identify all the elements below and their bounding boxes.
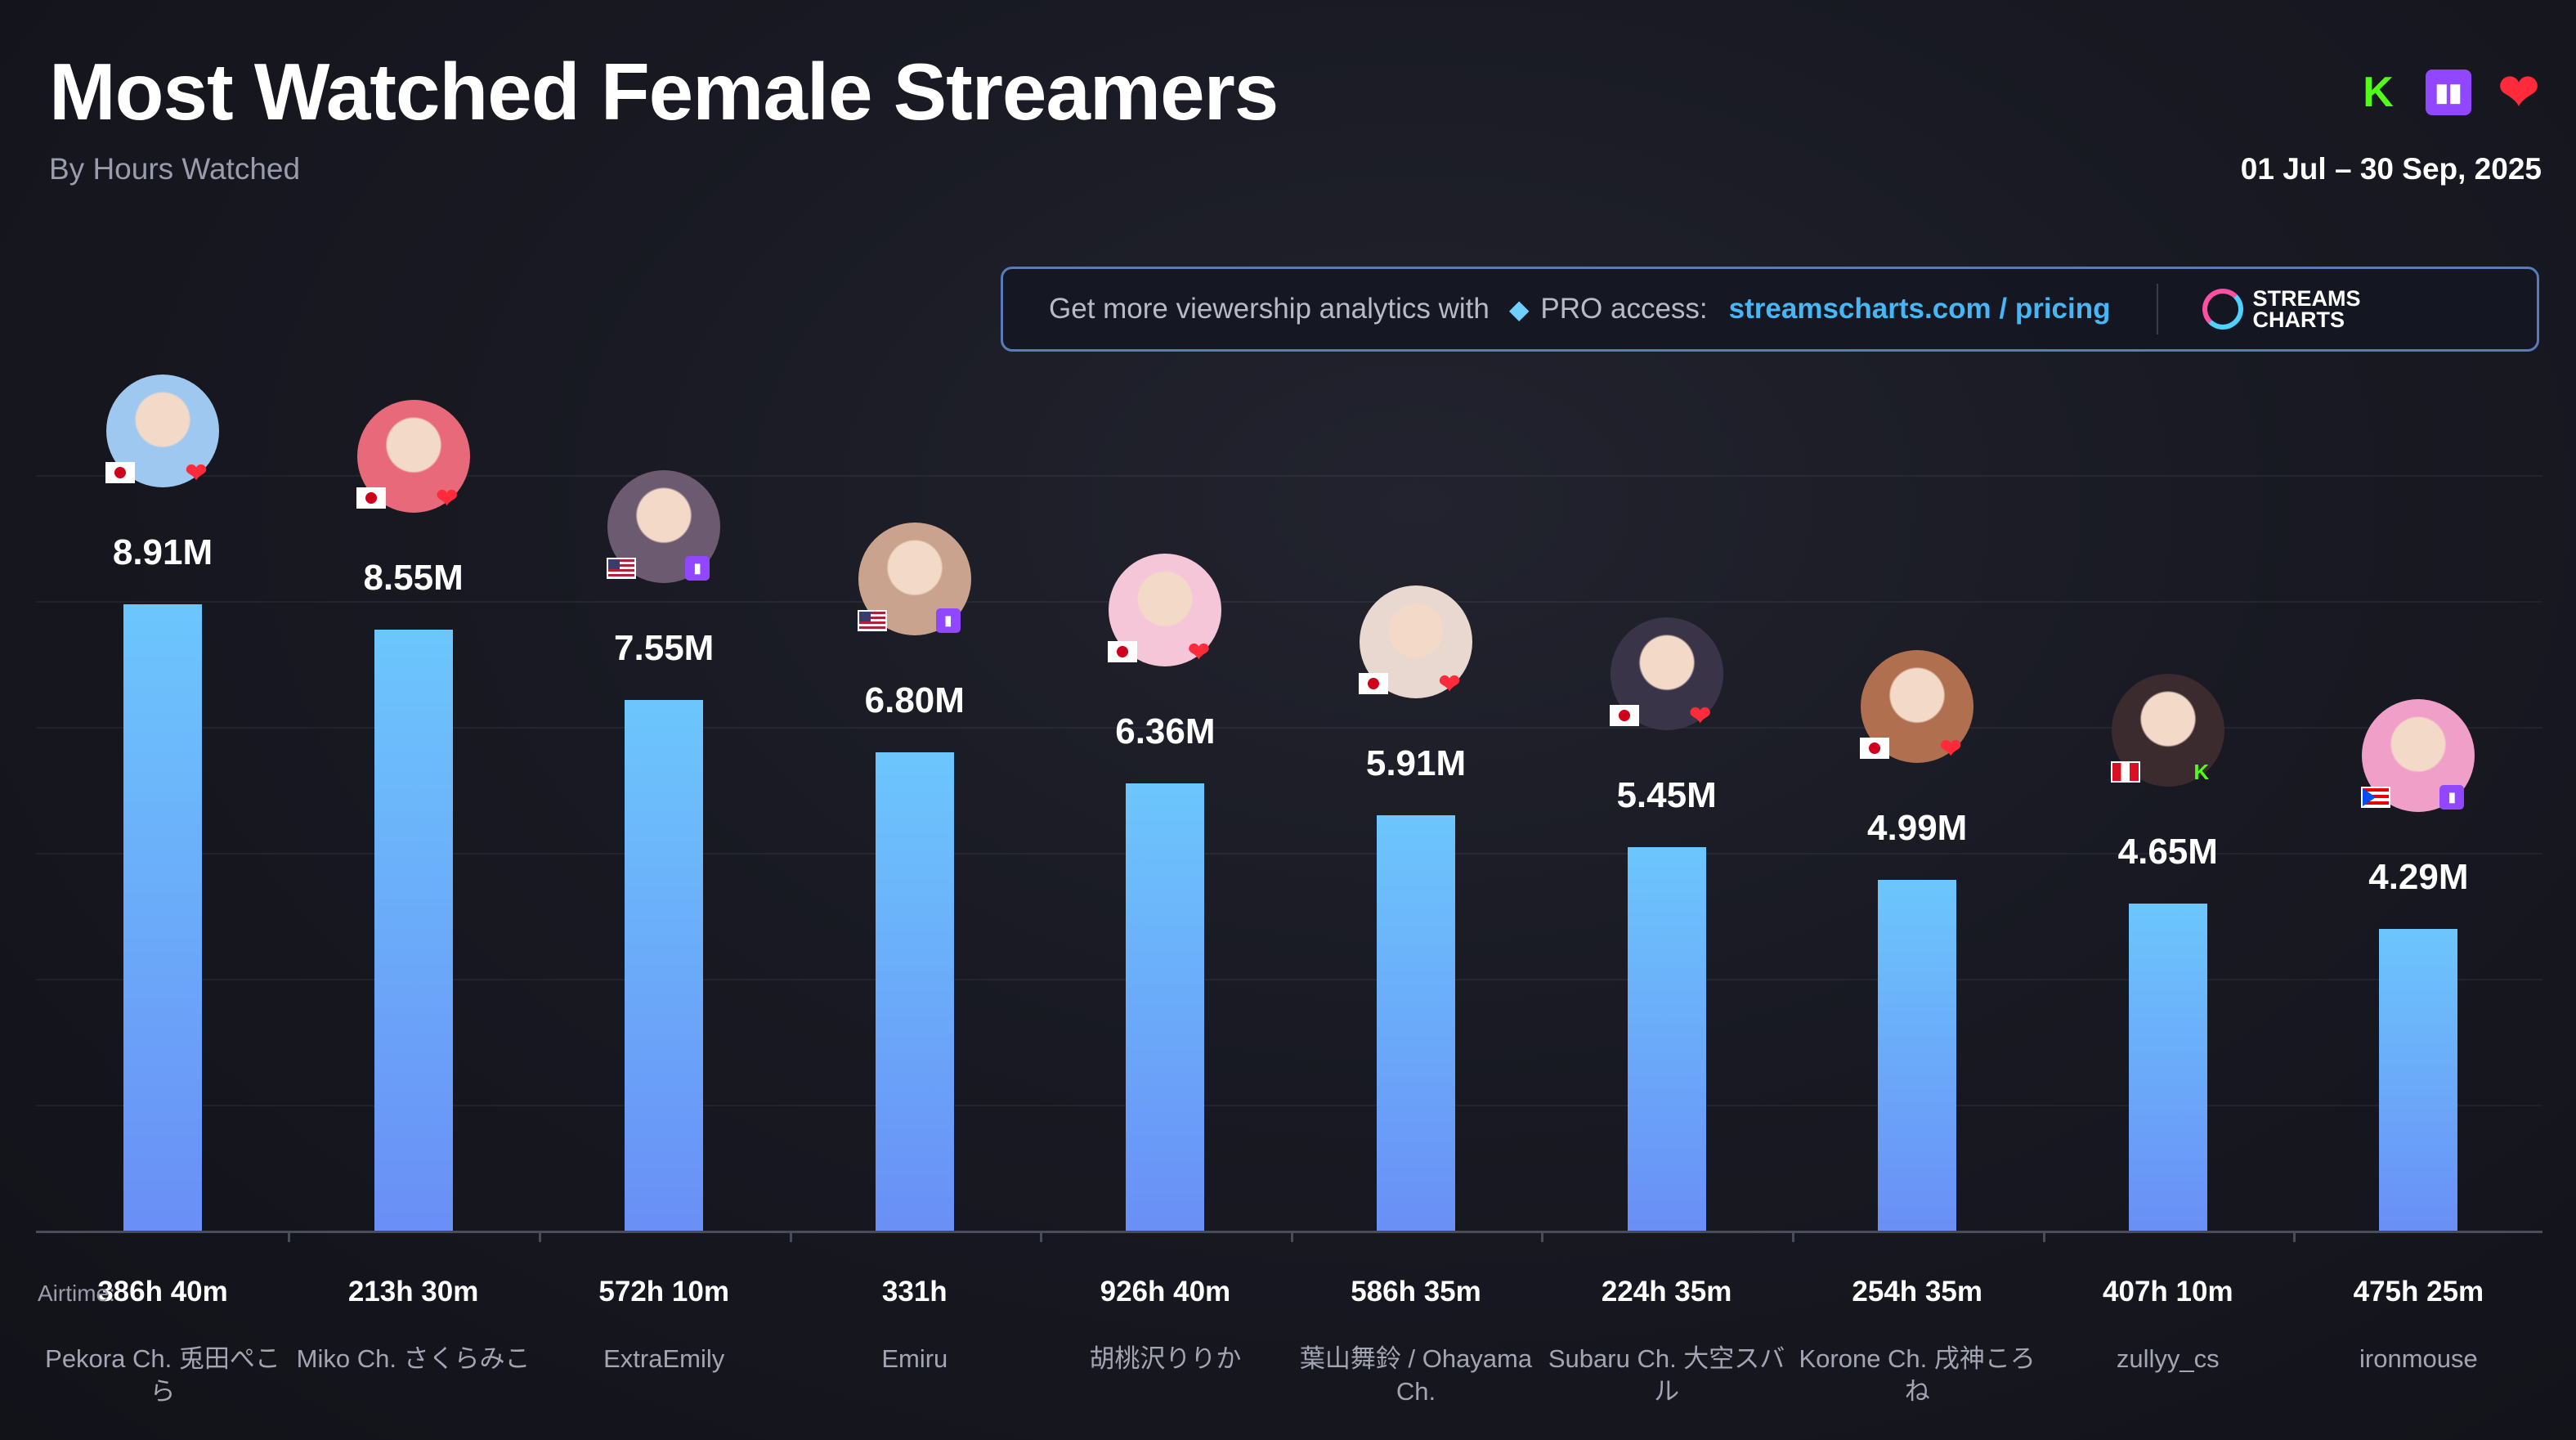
airtime-value: 475h 25m	[2353, 1276, 2484, 1308]
airtime-value: 224h 35m	[1601, 1276, 1732, 1308]
streamer-name: Emiru	[881, 1344, 948, 1373]
twitch-icon: ▮▮	[2426, 70, 2471, 115]
flag-jp-icon	[1860, 737, 1890, 759]
value-label: 6.80M	[864, 680, 965, 721]
axis-tick	[538, 1231, 541, 1242]
diamond-icon: ◆	[1508, 294, 1530, 324]
pro-banner[interactable]: Get more viewership analytics with ◆ PRO…	[1001, 267, 2539, 352]
value-label: 6.36M	[1115, 711, 1216, 752]
flag-us-icon	[607, 557, 637, 579]
logo-line2: CHARTS	[2252, 307, 2345, 332]
streams-charts-logo[interactable]: STREAMS CHARTS	[2202, 286, 2361, 332]
streams-charts-logo-icon	[2202, 289, 2243, 330]
streamer-name: Korone Ch. 戌神ころね	[1799, 1344, 2036, 1406]
value-label: 5.91M	[1365, 742, 1467, 783]
airtime-value: 254h 35m	[1852, 1276, 1982, 1308]
gridline	[36, 1105, 2542, 1106]
bar[interactable]	[123, 603, 202, 1231]
youtube-icon: ❤	[2498, 65, 2540, 119]
axis-tick	[1290, 1231, 1293, 1242]
bar[interactable]	[625, 699, 704, 1231]
bar[interactable]	[1377, 814, 1455, 1231]
youtube-icon: ❤	[436, 482, 458, 513]
value-label: 4.65M	[2117, 832, 2218, 873]
twitch-icon: ▮	[2439, 785, 2465, 810]
flag-jp-icon	[1359, 672, 1388, 694]
value-label: 5.45M	[1616, 775, 1717, 816]
gridline	[36, 727, 2542, 729]
twitch-icon: ▮	[935, 608, 961, 634]
banner-pro: PRO access:	[1540, 293, 1708, 325]
streamer-name: Pekora Ch. 兎田ぺこら	[45, 1344, 280, 1406]
axis-tick	[1791, 1231, 1794, 1242]
bar[interactable]	[1878, 879, 1957, 1231]
gridline	[36, 601, 2542, 603]
streamer-name: Subaru Ch. 大空スバル	[1548, 1344, 1785, 1406]
youtube-icon: ❤	[1939, 733, 1962, 763]
axis-tick	[288, 1231, 291, 1242]
airtime-value: 572h 10m	[598, 1276, 729, 1308]
bar[interactable]	[2379, 929, 2458, 1231]
youtube-icon: ❤	[1689, 701, 1711, 731]
value-label: 8.55M	[363, 557, 464, 598]
streamer-name: 胡桃沢りりか	[1089, 1344, 1242, 1373]
youtube-icon: ❤	[185, 457, 208, 487]
kick-icon: K	[2193, 759, 2210, 784]
bar[interactable]	[2128, 904, 2207, 1231]
axis-tick	[789, 1231, 792, 1242]
airtime-value: 213h 30m	[347, 1276, 479, 1308]
flag-us-icon	[857, 610, 887, 632]
streamer-name: 葉山舞鈴 / Ohayama Ch.	[1299, 1344, 1533, 1406]
gridline	[36, 853, 2542, 855]
page-subtitle: By Hours Watched	[49, 152, 301, 186]
banner-text: Get more viewership analytics with	[1049, 293, 1490, 325]
x-axis	[36, 1231, 2542, 1233]
gridline	[36, 979, 2542, 980]
airtime-value: 331h	[881, 1276, 948, 1308]
divider	[2156, 284, 2158, 334]
streamer-name: ExtraEmily	[603, 1344, 725, 1373]
page-title: Most Watched Female Streamers	[49, 47, 1279, 137]
bar[interactable]	[1627, 847, 1706, 1231]
kick-icon: K	[2363, 69, 2394, 116]
axis-tick	[2293, 1231, 2296, 1242]
streamer-name: zullyy_cs	[2116, 1344, 2220, 1373]
streamer-name: Miko Ch. さくらみこ	[296, 1344, 531, 1373]
bar[interactable]	[875, 752, 954, 1231]
date-range: 01 Jul – 30 Sep, 2025	[2240, 152, 2542, 186]
flag-pe-icon	[2110, 761, 2140, 783]
streamer-name: ironmouse	[2359, 1344, 2478, 1373]
gridline	[36, 475, 2542, 477]
platform-icons: K ▮▮ ❤	[2355, 65, 2542, 119]
value-label: 8.91M	[112, 532, 213, 572]
airtime-value: 926h 40m	[1100, 1276, 1231, 1308]
youtube-icon: ❤	[1187, 637, 1210, 667]
flag-pr-icon	[2361, 787, 2391, 809]
axis-tick	[1541, 1231, 1544, 1242]
twitch-icon: ▮	[685, 555, 710, 581]
axis-tick	[2042, 1231, 2045, 1242]
axis-tick	[1040, 1231, 1043, 1242]
airtime-value: 386h 40m	[97, 1276, 228, 1308]
youtube-icon: ❤	[1438, 668, 1461, 698]
flag-jp-icon	[1609, 705, 1639, 727]
pricing-link[interactable]: streamscharts.com / pricing	[1728, 293, 2111, 325]
bar[interactable]	[374, 629, 453, 1231]
flag-jp-icon	[1108, 641, 1138, 663]
airtime-value: 407h 10m	[2103, 1276, 2233, 1308]
value-label: 4.29M	[2368, 857, 2469, 898]
logo-line1: STREAMS	[2252, 286, 2361, 311]
value-label: 4.99M	[1867, 807, 1968, 848]
bar[interactable]	[1126, 783, 1205, 1231]
flag-jp-icon	[356, 487, 386, 509]
value-label: 7.55M	[614, 627, 715, 668]
airtime-label: Airtime:	[38, 1281, 115, 1306]
airtime-value: 586h 35m	[1351, 1276, 1481, 1308]
flag-jp-icon	[105, 461, 135, 483]
